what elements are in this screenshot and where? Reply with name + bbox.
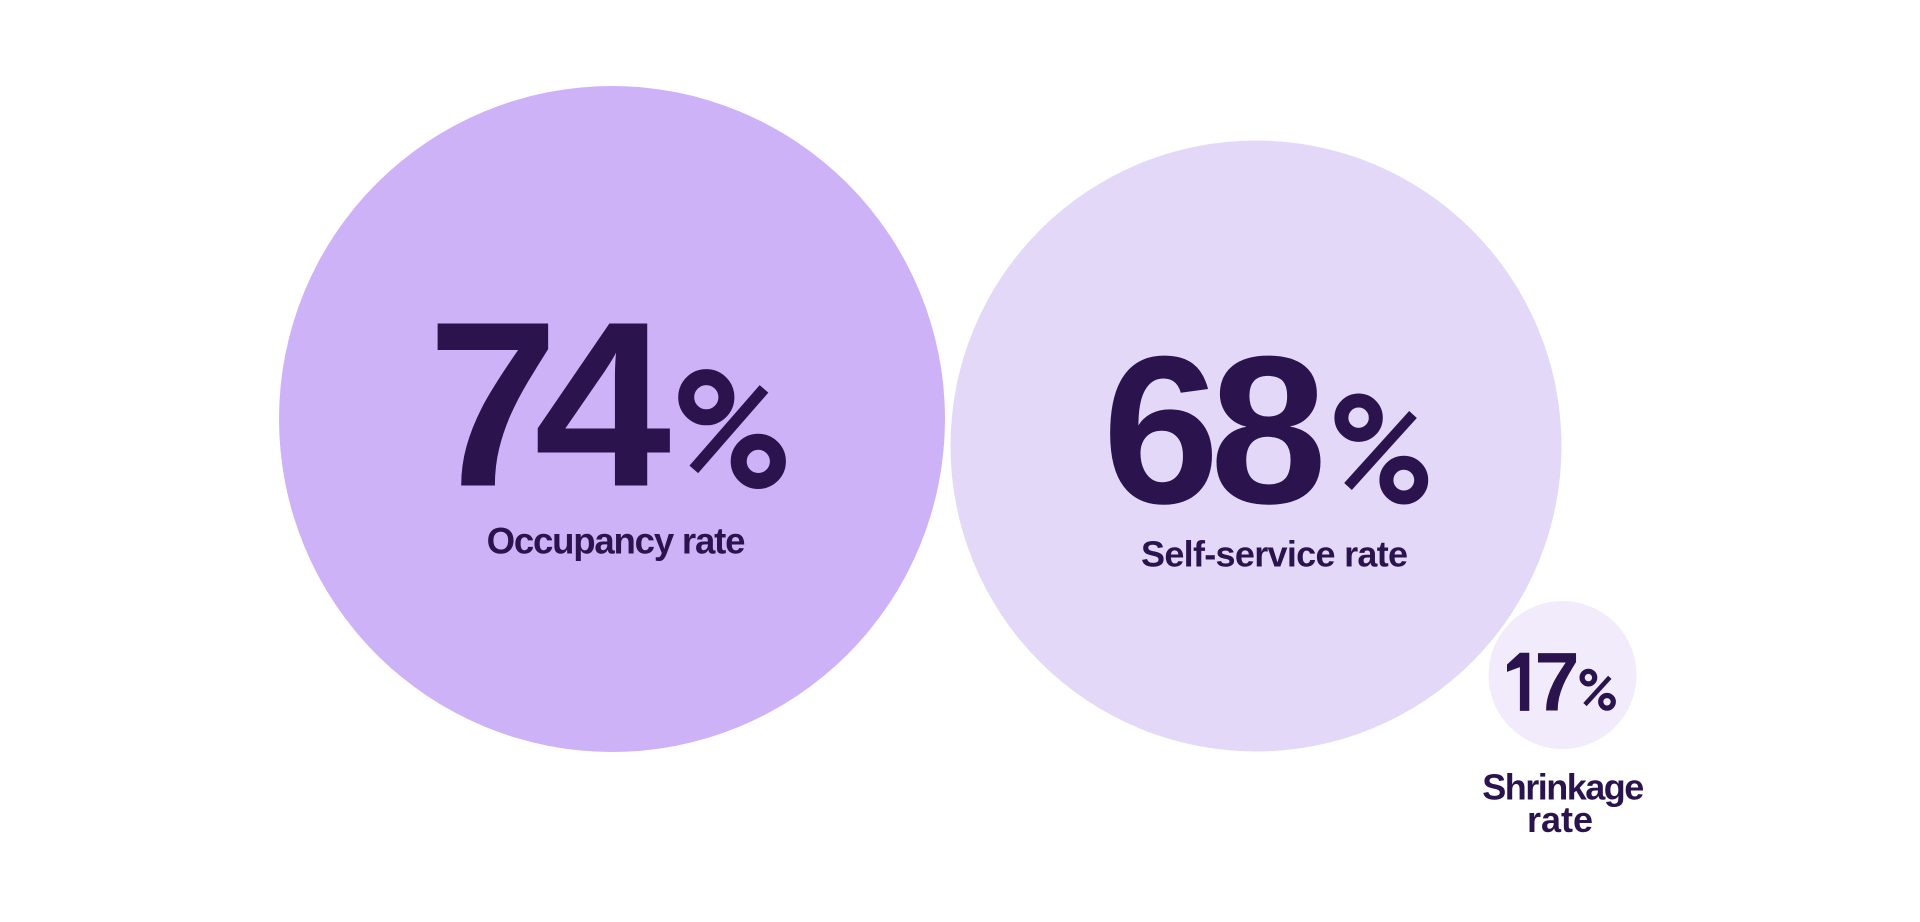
svg-text:8: 8 bbox=[1210, 312, 1327, 548]
svg-text:Occupancy rate: Occupancy rate bbox=[487, 521, 746, 562]
svg-text:4: 4 bbox=[534, 273, 671, 536]
svg-text:Shrinkage: Shrinkage bbox=[1482, 766, 1643, 807]
svg-text:7: 7 bbox=[428, 273, 559, 536]
svg-text:Self-service rate: Self-service rate bbox=[1141, 534, 1407, 575]
svg-text:7: 7 bbox=[1534, 635, 1579, 729]
svg-text:rate: rate bbox=[1527, 799, 1593, 840]
svg-text:6: 6 bbox=[1102, 312, 1219, 548]
